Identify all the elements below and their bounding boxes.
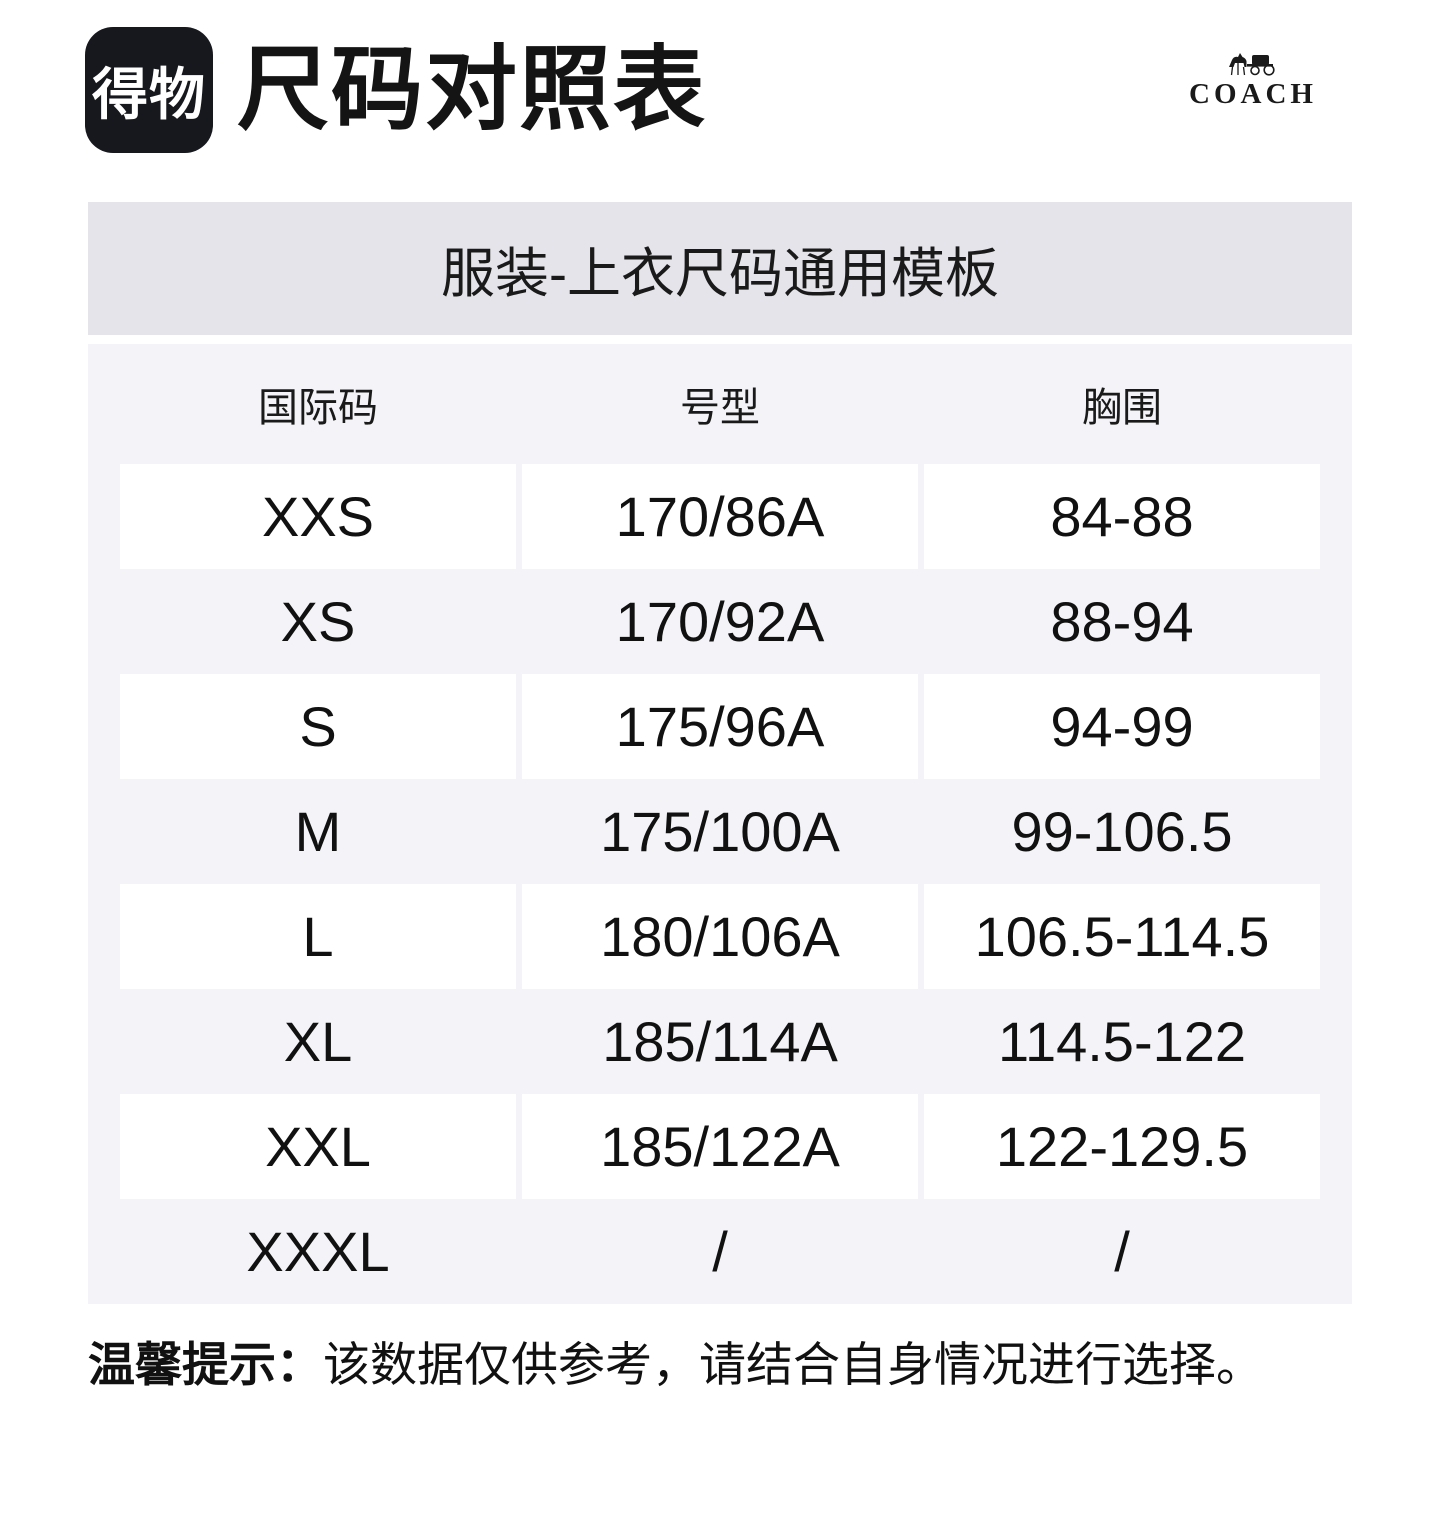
table-row: XXS 170/86A 84-88 bbox=[120, 464, 1320, 569]
spec-value: / bbox=[712, 1220, 728, 1283]
template-banner-title: 服装-上衣尺码通用模板 bbox=[441, 244, 999, 304]
chest-value: 106.5-114.5 bbox=[924, 884, 1320, 989]
table-row: XL 185/114A 114.5-122 bbox=[120, 989, 1320, 1094]
spec-value: 185/114A bbox=[602, 1010, 838, 1073]
template-banner: 服装-上衣尺码通用模板 bbox=[88, 202, 1352, 335]
spec-value: 185/122A bbox=[522, 1094, 918, 1199]
chest-value: / bbox=[1114, 1220, 1130, 1283]
notice-label: 温馨提示： bbox=[88, 1338, 323, 1391]
size-value: M bbox=[294, 800, 342, 863]
size-value: XL bbox=[283, 1010, 353, 1073]
size-value: XXXL bbox=[246, 1220, 390, 1283]
table-row: L 180/106A 106.5-114.5 bbox=[120, 884, 1320, 989]
column-header-size-spec: 号型 bbox=[680, 386, 760, 430]
page-title: 尺码对照表 bbox=[237, 39, 708, 141]
table-row: XS 170/92A 88-94 bbox=[120, 569, 1320, 674]
column-header-international-size: 国际码 bbox=[258, 386, 378, 430]
dewu-logo-text: 得物 bbox=[92, 62, 206, 126]
notice-text: 该数据仅供参考，请结合自身情况进行选择。 bbox=[323, 1338, 1263, 1391]
spec-value: 175/100A bbox=[600, 800, 840, 863]
size-value: L bbox=[120, 884, 516, 989]
size-value: S bbox=[120, 674, 516, 779]
table-row: M 175/100A 99-106.5 bbox=[120, 779, 1320, 884]
spec-value: 170/92A bbox=[615, 590, 825, 653]
coach-brand-logo: COACH bbox=[1178, 50, 1328, 111]
coach-wordmark: COACH bbox=[1189, 78, 1317, 110]
chest-value: 94-99 bbox=[924, 674, 1320, 779]
column-header-chest: 胸围 bbox=[1082, 386, 1162, 430]
page-header: 得物 尺码对照表 COACH bbox=[0, 0, 1440, 202]
chest-value: 122-129.5 bbox=[924, 1094, 1320, 1199]
notice: 温馨提示：该数据仅供参考，请结合自身情况进行选择。 bbox=[88, 1332, 1352, 1398]
size-value: XXL bbox=[120, 1094, 516, 1199]
horse-carriage-icon bbox=[1229, 53, 1275, 76]
chest-value: 99-106.5 bbox=[1011, 800, 1233, 863]
chest-value: 88-94 bbox=[1050, 590, 1194, 653]
table-row: XXL 185/122A 122-129.5 bbox=[120, 1094, 1320, 1199]
chest-value: 114.5-122 bbox=[997, 1010, 1247, 1073]
table-row: XXXL / / bbox=[120, 1199, 1320, 1304]
size-value: XS bbox=[280, 590, 356, 653]
table-header-row: 国际码 号型 胸围 bbox=[120, 344, 1320, 464]
table-row: S 175/96A 94-99 bbox=[120, 674, 1320, 779]
size-table: 国际码 号型 胸围 XXS 170/86A 84-88 XS 170/92A 8… bbox=[88, 344, 1352, 1304]
spec-value: 175/96A bbox=[522, 674, 918, 779]
size-value: XXS bbox=[120, 464, 516, 569]
spec-value: 180/106A bbox=[522, 884, 918, 989]
chest-value: 84-88 bbox=[924, 464, 1320, 569]
app-brand: 得物 尺码对照表 bbox=[85, 27, 707, 153]
dewu-logo: 得物 bbox=[85, 27, 213, 153]
spec-value: 170/86A bbox=[522, 464, 918, 569]
